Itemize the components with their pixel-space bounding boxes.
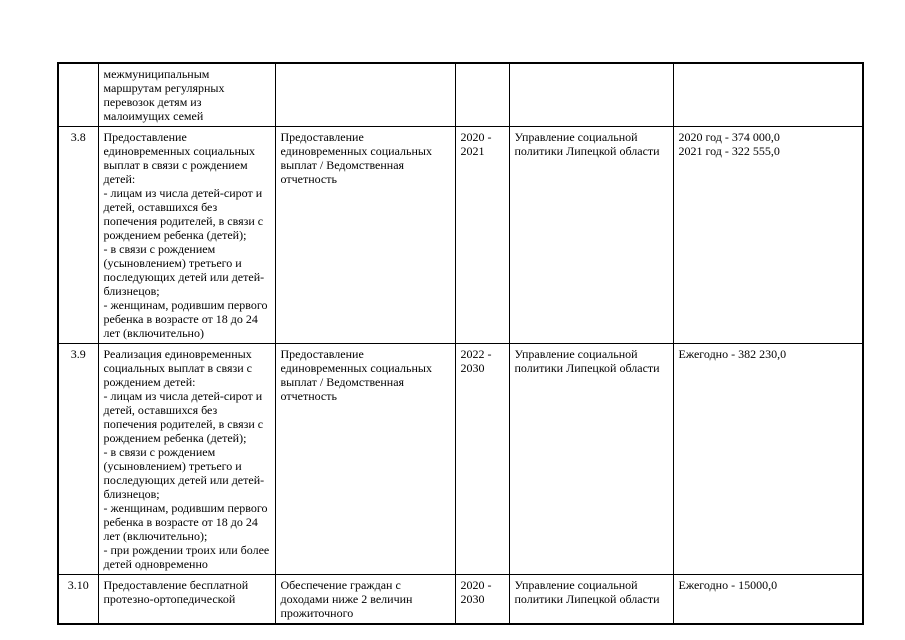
table-row-continuation: межмуниципальным маршрутам регулярных пе… bbox=[57, 62, 864, 127]
cell-number bbox=[57, 62, 99, 127]
cell-measure: Реализация единовременных социальных вып… bbox=[97, 343, 276, 575]
table-row-3-8: 3.8 Предоставление единовременных социал… bbox=[57, 126, 864, 344]
cell-executor: Управление социальной политики Липецкой … bbox=[508, 343, 674, 575]
cell-executor: Управление социальной политики Липецкой … bbox=[508, 574, 674, 625]
cell-period: 2020 - 2021 bbox=[454, 126, 510, 344]
cell-funding bbox=[672, 62, 864, 127]
cell-indicator: Предоставление единовременных социальных… bbox=[274, 126, 456, 344]
cell-number: 3.8 bbox=[57, 126, 99, 344]
cell-indicator: Обеспечение граждан с доходами ниже 2 ве… bbox=[274, 574, 456, 625]
cell-period: 2022 - 2030 bbox=[454, 343, 510, 575]
cell-measure: Предоставление бесплатной протезно-ортоп… bbox=[97, 574, 276, 625]
cell-indicator: Предоставление единовременных социальных… bbox=[274, 343, 456, 575]
cell-executor: Управление социальной политики Липецкой … bbox=[508, 126, 674, 344]
measures-table: межмуниципальным маршрутам регулярных пе… bbox=[57, 62, 864, 625]
cell-measure: межмуниципальным маршрутам регулярных пе… bbox=[97, 62, 276, 127]
cell-number: 3.9 bbox=[57, 343, 99, 575]
cell-period: 2020 - 2030 bbox=[454, 574, 510, 625]
cell-indicator bbox=[274, 62, 456, 127]
cell-funding: Ежегодно - 382 230,0 bbox=[672, 343, 864, 575]
table-row-3-9: 3.9 Реализация единовременных социальных… bbox=[57, 343, 864, 575]
cell-funding: 2020 год - 374 000,0 2021 год - 322 555,… bbox=[672, 126, 864, 344]
cell-executor bbox=[508, 62, 674, 127]
cell-funding: Ежегодно - 15000,0 bbox=[672, 574, 864, 625]
cell-period bbox=[454, 62, 510, 127]
table-row-3-10: 3.10 Предоставление бесплатной протезно-… bbox=[57, 574, 864, 625]
cell-measure: Предоставление единовременных социальных… bbox=[97, 126, 276, 344]
cell-number: 3.10 bbox=[57, 574, 99, 625]
